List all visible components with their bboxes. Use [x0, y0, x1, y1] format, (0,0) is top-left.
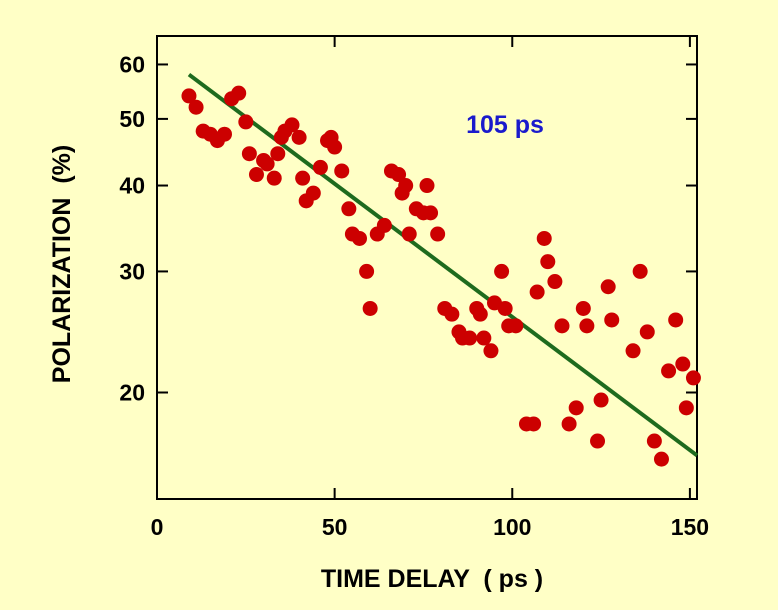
x-tick-label: 100: [493, 514, 531, 540]
data-point: [561, 416, 577, 432]
fit-line: [187, 72, 699, 458]
data-point: [259, 156, 275, 172]
data-point: [600, 279, 616, 295]
axis-ticks: 0 50 100 150 20 30 40 50 60: [119, 36, 709, 540]
data-point: [639, 324, 655, 340]
data-point: [632, 263, 648, 279]
data-point: [678, 400, 694, 416]
y-tick-label: 50: [119, 106, 145, 132]
plot-frame: [156, 35, 698, 500]
data-point: [376, 217, 392, 233]
data-point: [526, 416, 542, 432]
data-point: [575, 300, 591, 316]
y-tick-label: 20: [119, 379, 145, 405]
data-point: [568, 400, 584, 416]
data-point: [547, 274, 563, 290]
data-point: [685, 370, 701, 386]
data-point: [359, 263, 375, 279]
data-point: [241, 146, 257, 162]
data-point: [483, 343, 499, 359]
x-tick-label: 50: [322, 514, 348, 540]
data-point: [352, 230, 367, 246]
data-points: [181, 85, 701, 467]
data-point: [472, 306, 488, 322]
data-point: [231, 85, 247, 101]
data-point: [536, 230, 552, 246]
data-point: [653, 451, 669, 467]
data-point: [444, 306, 460, 322]
data-point: [266, 170, 282, 186]
x-tick-label: 150: [671, 514, 709, 540]
data-point: [494, 263, 510, 279]
data-point: [312, 159, 328, 175]
y-tick-label: 40: [119, 173, 145, 199]
data-point: [305, 185, 321, 201]
data-point: [334, 163, 350, 179]
annotation-label: 105 ps: [466, 111, 544, 139]
data-point: [476, 330, 492, 346]
y-tick-label: 30: [119, 258, 145, 284]
data-point: [423, 205, 439, 221]
data-point: [217, 126, 232, 142]
data-point: [540, 254, 556, 270]
x-tick-label: 0: [151, 514, 164, 540]
data-point: [181, 88, 197, 104]
y-axis-title: POLARIZATION (%): [48, 145, 76, 383]
y-tick-label: 60: [119, 51, 145, 77]
data-point: [646, 433, 662, 449]
data-point: [508, 318, 524, 334]
data-point: [284, 117, 300, 133]
data-point: [661, 363, 677, 379]
data-point: [625, 343, 641, 359]
data-point: [430, 226, 446, 242]
data-point: [188, 99, 204, 115]
data-point: [554, 318, 570, 334]
data-point: [238, 114, 254, 130]
data-point: [497, 300, 513, 316]
data-point: [327, 139, 343, 155]
data-point: [391, 167, 407, 183]
data-point: [248, 167, 264, 183]
data-point: [398, 178, 414, 194]
data-point: [462, 330, 478, 346]
data-point: [341, 201, 357, 217]
data-point: [295, 170, 311, 186]
data-point: [270, 146, 286, 162]
data-point: [362, 300, 378, 316]
data-point: [419, 178, 435, 194]
data-point: [529, 284, 545, 300]
data-point: [604, 312, 620, 328]
data-point: [675, 356, 691, 372]
data-point: [593, 392, 609, 408]
data-point: [291, 129, 307, 145]
x-axis-title: TIME DELAY ( ps ): [321, 565, 543, 593]
data-point: [401, 226, 417, 242]
data-point: [668, 312, 684, 328]
data-point: [579, 318, 595, 334]
data-point: [590, 433, 606, 449]
